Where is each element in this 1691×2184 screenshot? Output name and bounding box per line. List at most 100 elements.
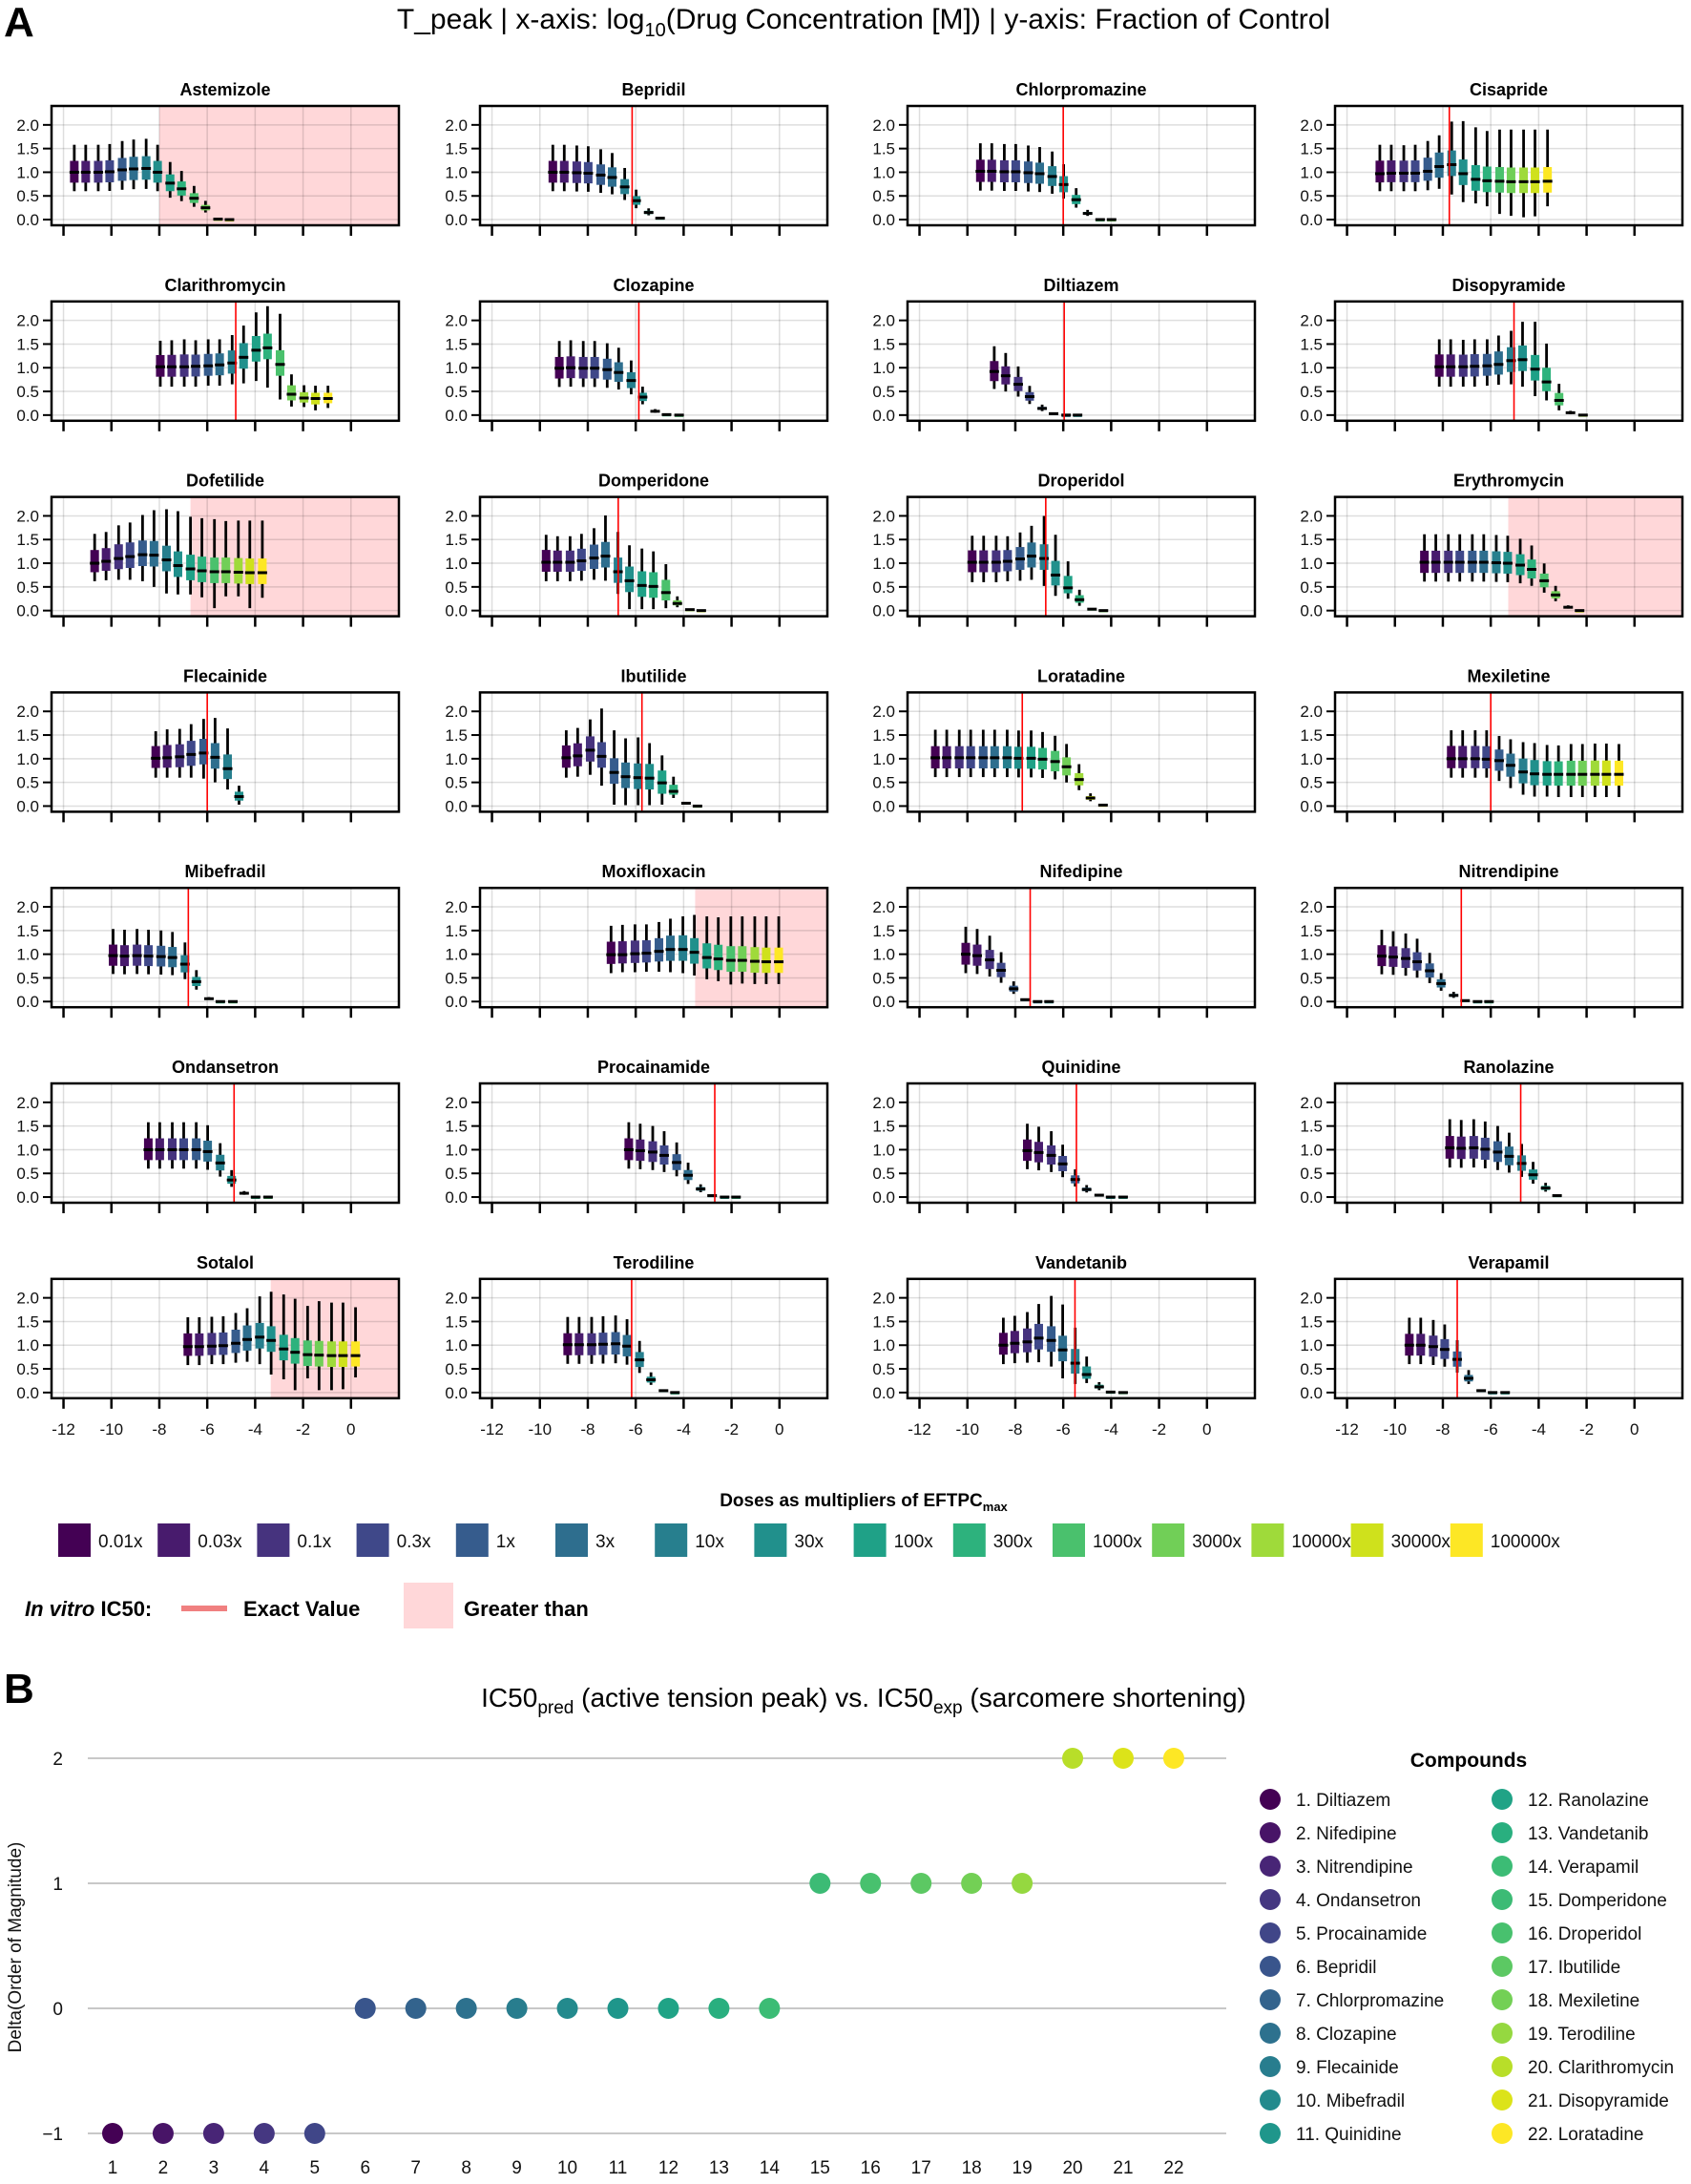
x-tick-label: 22	[1163, 2158, 1183, 2178]
box-300x	[1541, 343, 1552, 401]
box-1x	[137, 514, 148, 581]
box-100x	[650, 409, 660, 413]
legend-marker	[1492, 2056, 1513, 2077]
panel-title: Mexiletine	[1467, 666, 1550, 685]
box-100x	[1063, 561, 1074, 599]
ic50-legend: In vitro IC50: Exact Value Greater than	[25, 1583, 589, 1628]
box	[541, 550, 551, 572]
box-0.1x	[578, 341, 589, 388]
box-100x	[1472, 999, 1483, 1004]
panel-title: Diltiazem	[1043, 276, 1118, 295]
panel-cisapride: Cisapride 0.0 0.5 1.0 1.5 2.0	[1300, 80, 1684, 236]
box-1x	[191, 1122, 201, 1169]
box-0.03x	[1000, 352, 1011, 392]
box-100000x	[1542, 129, 1553, 207]
box-3x	[1020, 998, 1031, 1001]
box	[1482, 746, 1492, 769]
y-tick-label: 1.0	[445, 946, 468, 964]
box-1x	[602, 343, 613, 388]
box	[606, 941, 616, 964]
box-10x	[215, 1143, 225, 1177]
box-100000x	[350, 1307, 361, 1377]
box-300x	[1075, 589, 1085, 606]
box-0.01x	[541, 535, 552, 581]
exact-value-label: Exact Value	[243, 1597, 360, 1621]
box-0.3x	[597, 1315, 608, 1364]
y-tick-label: 0.5	[1300, 774, 1323, 792]
x-tick-label: -4	[248, 1420, 262, 1438]
box-0.1x	[179, 339, 190, 388]
y-tick-label: 0.0	[872, 211, 895, 229]
y-tick-label: 1.5	[16, 1312, 39, 1331]
y-tick-label: 1.5	[872, 726, 895, 745]
box-300x	[250, 1195, 261, 1200]
box-1000x	[725, 915, 736, 985]
x-tick-label: 15	[810, 2158, 830, 2178]
dose-swatch	[157, 1523, 191, 1557]
box-10000x	[213, 218, 223, 221]
box-3x	[1057, 1304, 1068, 1378]
dose-legend-item: 0.1x	[257, 1523, 332, 1557]
box-0.3x	[1454, 534, 1465, 582]
box-1x	[978, 729, 989, 778]
box-0.01x	[623, 1122, 634, 1169]
data-point	[202, 2123, 224, 2144]
box	[1410, 160, 1420, 182]
x-tick-label: -12	[52, 1420, 75, 1438]
panel-frame	[50, 691, 401, 813]
y-tick-label: 0.0	[445, 407, 468, 425]
legend-item: 12. Ranolazine	[1492, 1789, 1649, 1811]
panel-title: Verapamil	[1468, 1253, 1549, 1272]
y-tick-label: 1.0	[872, 163, 895, 181]
y-tick-label: 0.0	[16, 1188, 39, 1207]
box-3000x	[1565, 410, 1576, 414]
y-tick-label: 1.0	[1300, 1141, 1323, 1159]
x-tick-label: 5	[310, 2158, 321, 2178]
b-title-c: (sarcomere shortening)	[963, 1683, 1246, 1712]
legend-label: 1. Diltiazem	[1296, 1791, 1390, 1811]
legend-label: 6. Bepridil	[1296, 1958, 1377, 1978]
box-1000x	[1050, 735, 1060, 780]
panel-frame	[1333, 691, 1684, 813]
box-10x	[255, 1296, 265, 1365]
box-0.01x	[1374, 144, 1385, 192]
dose-swatch	[257, 1523, 290, 1557]
box-0.01x	[90, 534, 100, 581]
box-1x	[654, 921, 664, 972]
panel-frame	[50, 495, 401, 618]
y-tick-label: 0.5	[445, 578, 468, 597]
box-3x	[167, 932, 177, 976]
box-0.1x	[647, 1125, 658, 1170]
box-30x	[1530, 743, 1540, 797]
box-1x	[203, 339, 214, 387]
data-point	[658, 1998, 679, 2019]
box-0.3x	[191, 340, 201, 388]
legend-item: 1. Diltiazem	[1260, 1789, 1390, 1811]
y-tick-label: 2.0	[872, 703, 895, 721]
legend-item: 2. Nifedipine	[1260, 1822, 1397, 1844]
box	[641, 940, 651, 963]
box-30x	[689, 914, 699, 976]
box-0.1x	[1443, 534, 1453, 582]
data-point	[506, 1998, 528, 2019]
box-30000x	[1601, 743, 1612, 798]
panel-b-title: IC50pred (active tension peak) vs. IC50e…	[481, 1683, 1246, 1718]
legend-item: 15. Domperidone	[1492, 1889, 1667, 1911]
dose-label: 10000x	[1291, 1532, 1351, 1552]
x-tick-label: 21	[1113, 2158, 1133, 2178]
x-tick-label: -6	[200, 1420, 215, 1438]
data-point	[102, 2123, 123, 2144]
x-tick-label: 9	[511, 2158, 522, 2178]
dose-legend-item: 3x	[555, 1523, 616, 1557]
box-100000x	[323, 386, 333, 409]
y-tick-label: 1.5	[445, 1118, 468, 1136]
legend-marker	[1492, 1822, 1513, 1843]
box-0.03x	[1010, 1315, 1020, 1364]
box-100000x	[1614, 744, 1624, 798]
y-tick-label: 0.5	[16, 1360, 39, 1378]
box-10000x	[749, 915, 760, 984]
x-tick-label: 4	[260, 2158, 270, 2178]
panel-astemizole: Astemizole 0.0 0.5 1.0 1.5 2.0	[16, 80, 401, 236]
y-tick-label: 0.5	[445, 187, 468, 205]
box-0.03x	[1446, 339, 1456, 388]
